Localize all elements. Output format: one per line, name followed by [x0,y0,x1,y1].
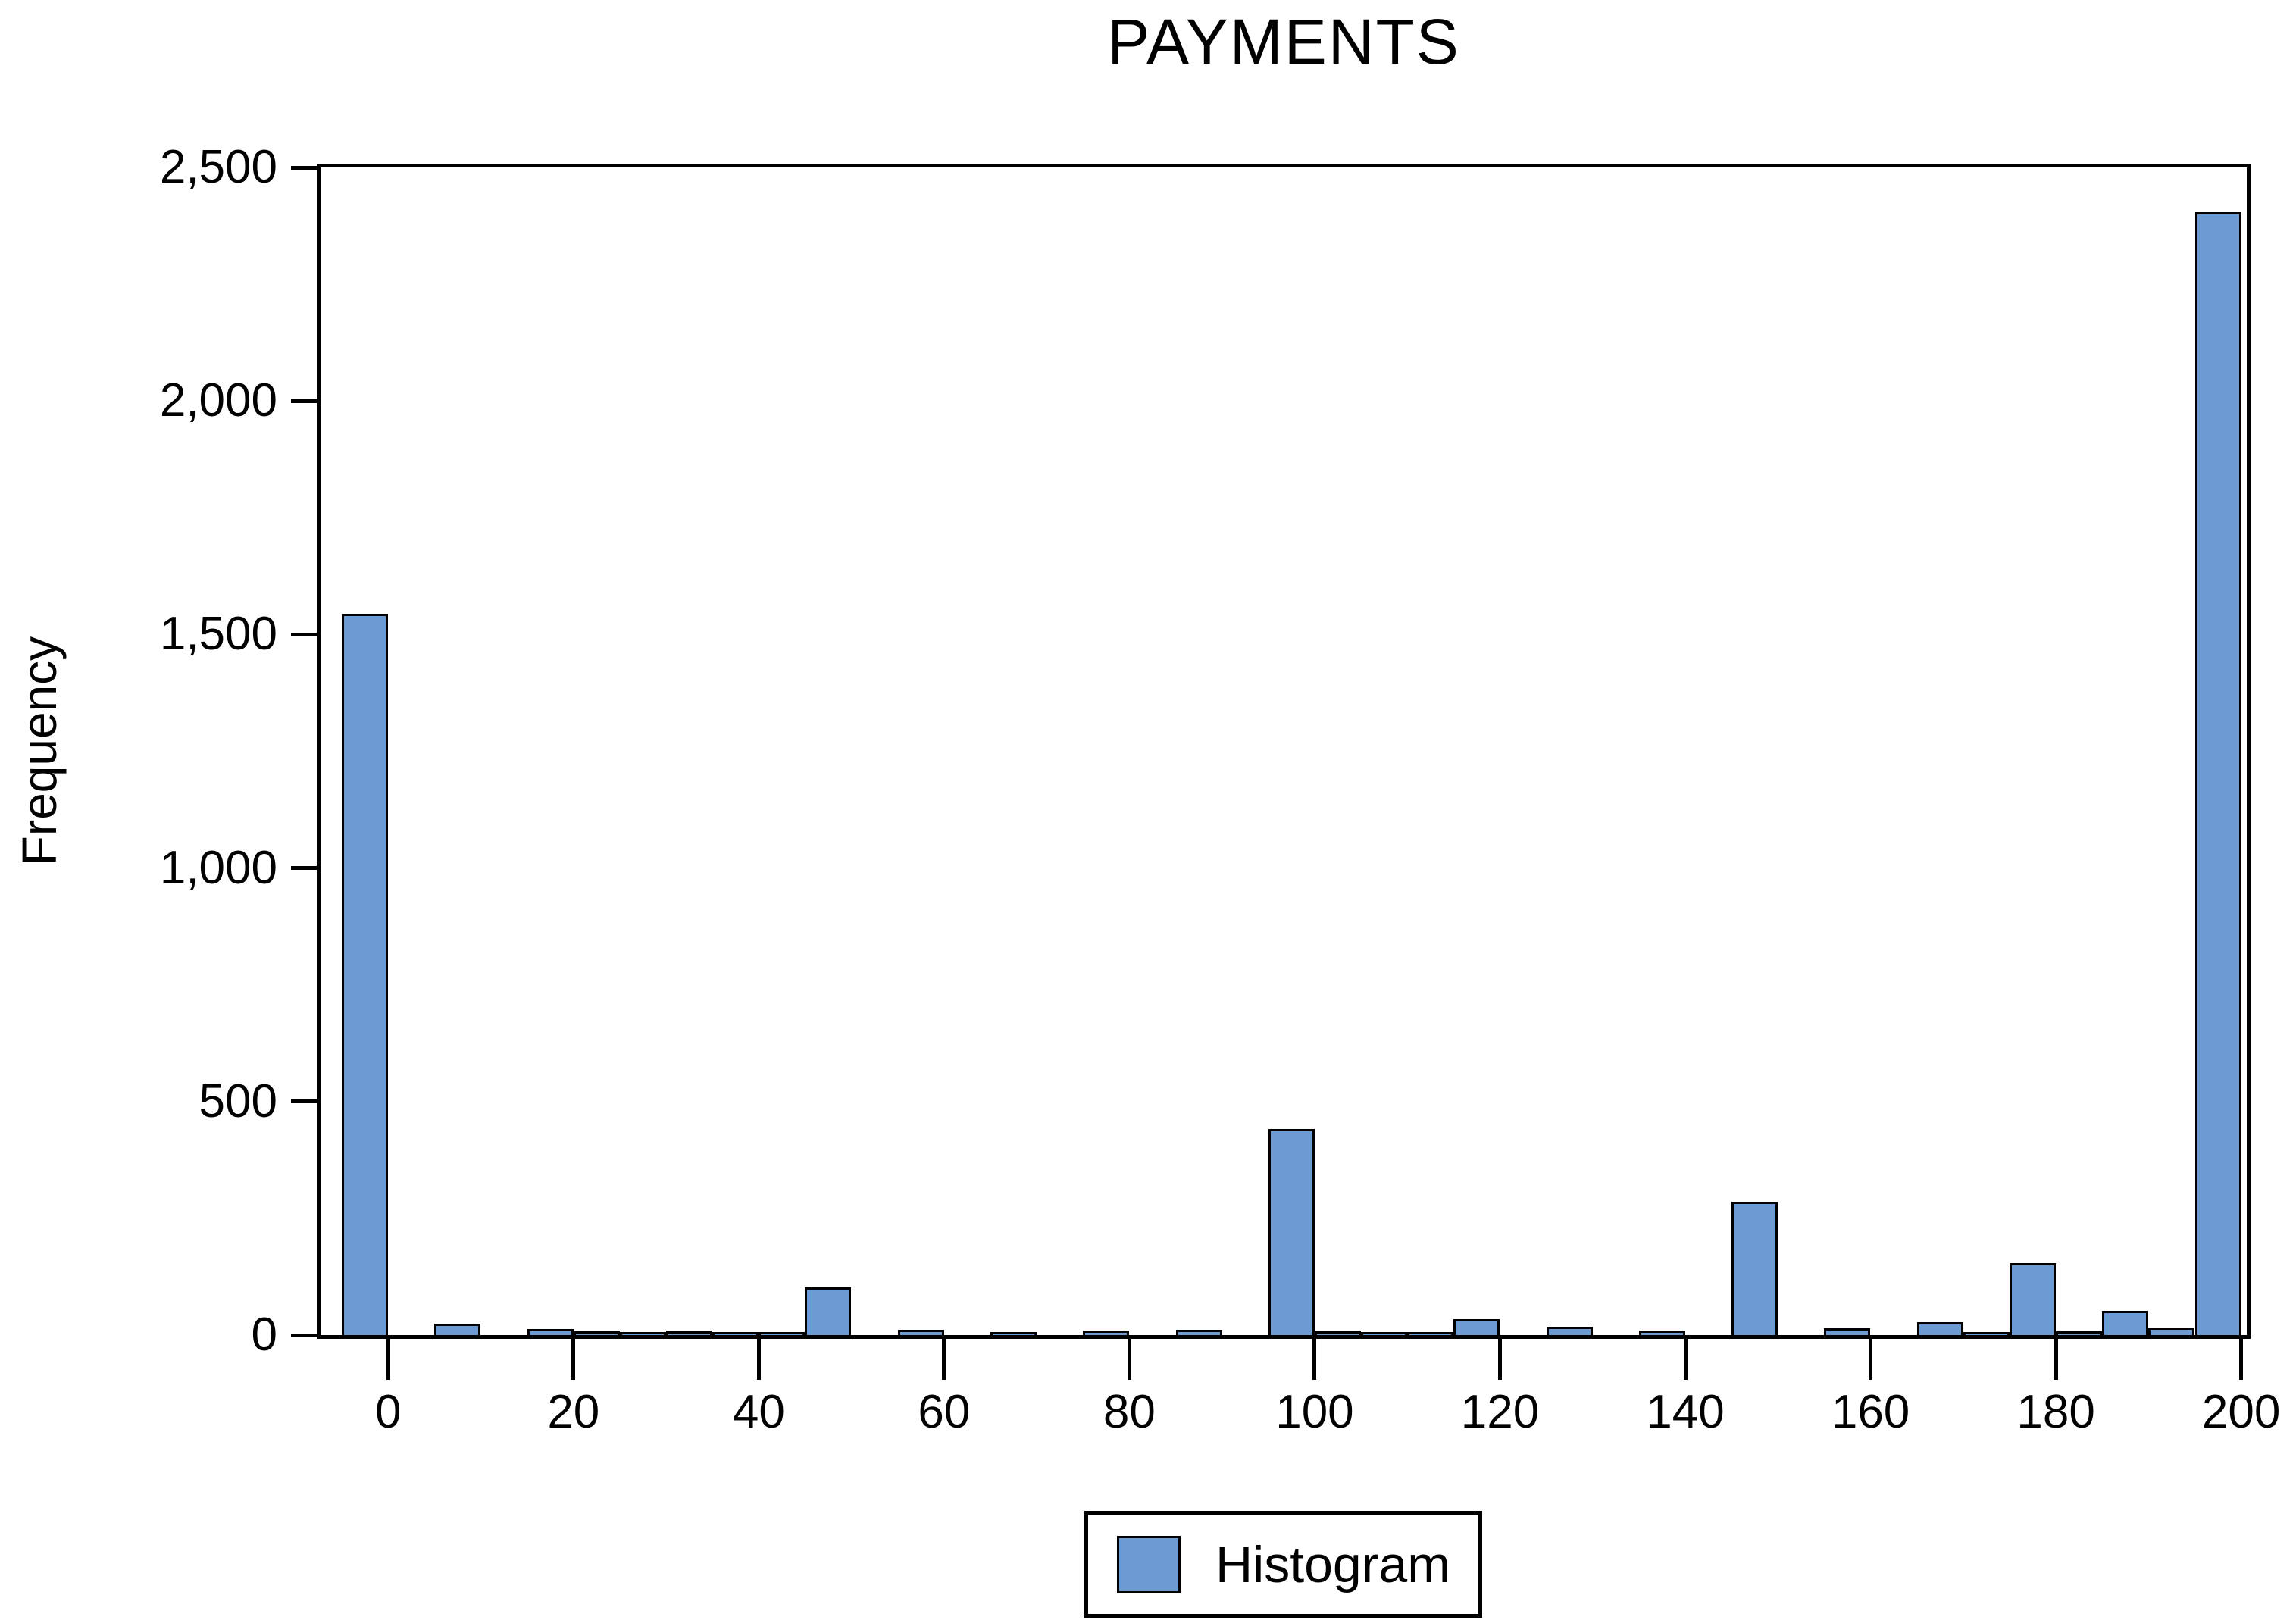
histogram-bar [1268,1129,1315,1335]
x-tick-label: 60 [918,1386,971,1438]
legend-label: Histogram [1215,1535,1450,1593]
y-tick-line [291,1099,317,1104]
x-tick-label: 80 [1103,1386,1156,1438]
y-axis-label: Frequency [12,636,67,866]
histogram-bar [1407,1332,1453,1335]
histogram-bar [1315,1331,1361,1335]
y-tick-line [291,165,317,170]
x-tick-label: 40 [732,1386,785,1438]
legend-swatch-icon [1117,1535,1181,1593]
histogram-bar [2148,1328,2194,1335]
histogram-bar [1361,1332,1407,1335]
x-tick-line [1869,1339,1873,1380]
chart-title: PAYMENTS [1107,6,1460,77]
x-tick-label: 100 [1275,1386,1354,1438]
histogram-bar [1963,1332,2010,1335]
x-tick-line [756,1339,761,1380]
histogram-bar [805,1287,851,1335]
x-tick-line [386,1339,390,1380]
x-tick-label: 20 [547,1386,600,1438]
x-tick-line [1127,1339,1131,1380]
histogram-bar [1824,1328,1870,1335]
histogram-bar [1731,1202,1778,1335]
histogram-bar [620,1332,666,1335]
histogram-bar [712,1332,759,1335]
x-tick-label: 140 [1646,1386,1725,1438]
histogram-bar [342,614,388,1335]
y-tick-label: 2,500 [159,141,277,193]
y-tick-label: 1,500 [159,608,277,661]
x-tick-label: 200 [2201,1386,2281,1438]
x-tick-line [1312,1339,1317,1380]
x-tick-line [1498,1339,1502,1380]
x-tick-line [1683,1339,1688,1380]
y-tick-line [291,866,317,871]
histogram-bar [1083,1331,1129,1335]
histogram-bar [898,1330,944,1335]
histogram-bar [1453,1319,1500,1335]
x-tick-label: 0 [375,1386,402,1438]
x-tick-line [2054,1339,2058,1380]
histogram-bar [1547,1327,1593,1335]
y-tick-line [291,399,317,403]
y-tick-line [291,632,317,636]
histogram-bar [990,1332,1037,1335]
x-tick-line [571,1339,576,1380]
y-tick-label: 1,000 [159,841,277,894]
legend: Histogram [1084,1511,1482,1618]
histogram-bar [2010,1263,2056,1335]
histogram-bar [527,1329,574,1335]
y-tick-label: 2,000 [159,374,277,427]
y-tick-label: 0 [251,1309,277,1361]
x-tick-label: 160 [1831,1386,1910,1438]
x-tick-label: 120 [1460,1386,1540,1438]
histogram-bar [1917,1322,1963,1335]
histogram-bar [434,1324,480,1335]
histogram-bar [1176,1330,1222,1335]
histogram-bar [1639,1331,1685,1335]
x-tick-line [2239,1339,2244,1380]
y-tick-line [291,1333,317,1337]
histogram-bar [2056,1331,2102,1335]
histogram-bar [2102,1311,2148,1335]
histogram-bar [759,1332,805,1335]
histogram-bar [666,1331,712,1335]
y-tick-label: 500 [199,1074,277,1127]
x-tick-line [942,1339,946,1380]
histogram-bar [574,1331,620,1335]
x-tick-label: 180 [2016,1386,2095,1438]
histogram-bar [2195,212,2241,1335]
